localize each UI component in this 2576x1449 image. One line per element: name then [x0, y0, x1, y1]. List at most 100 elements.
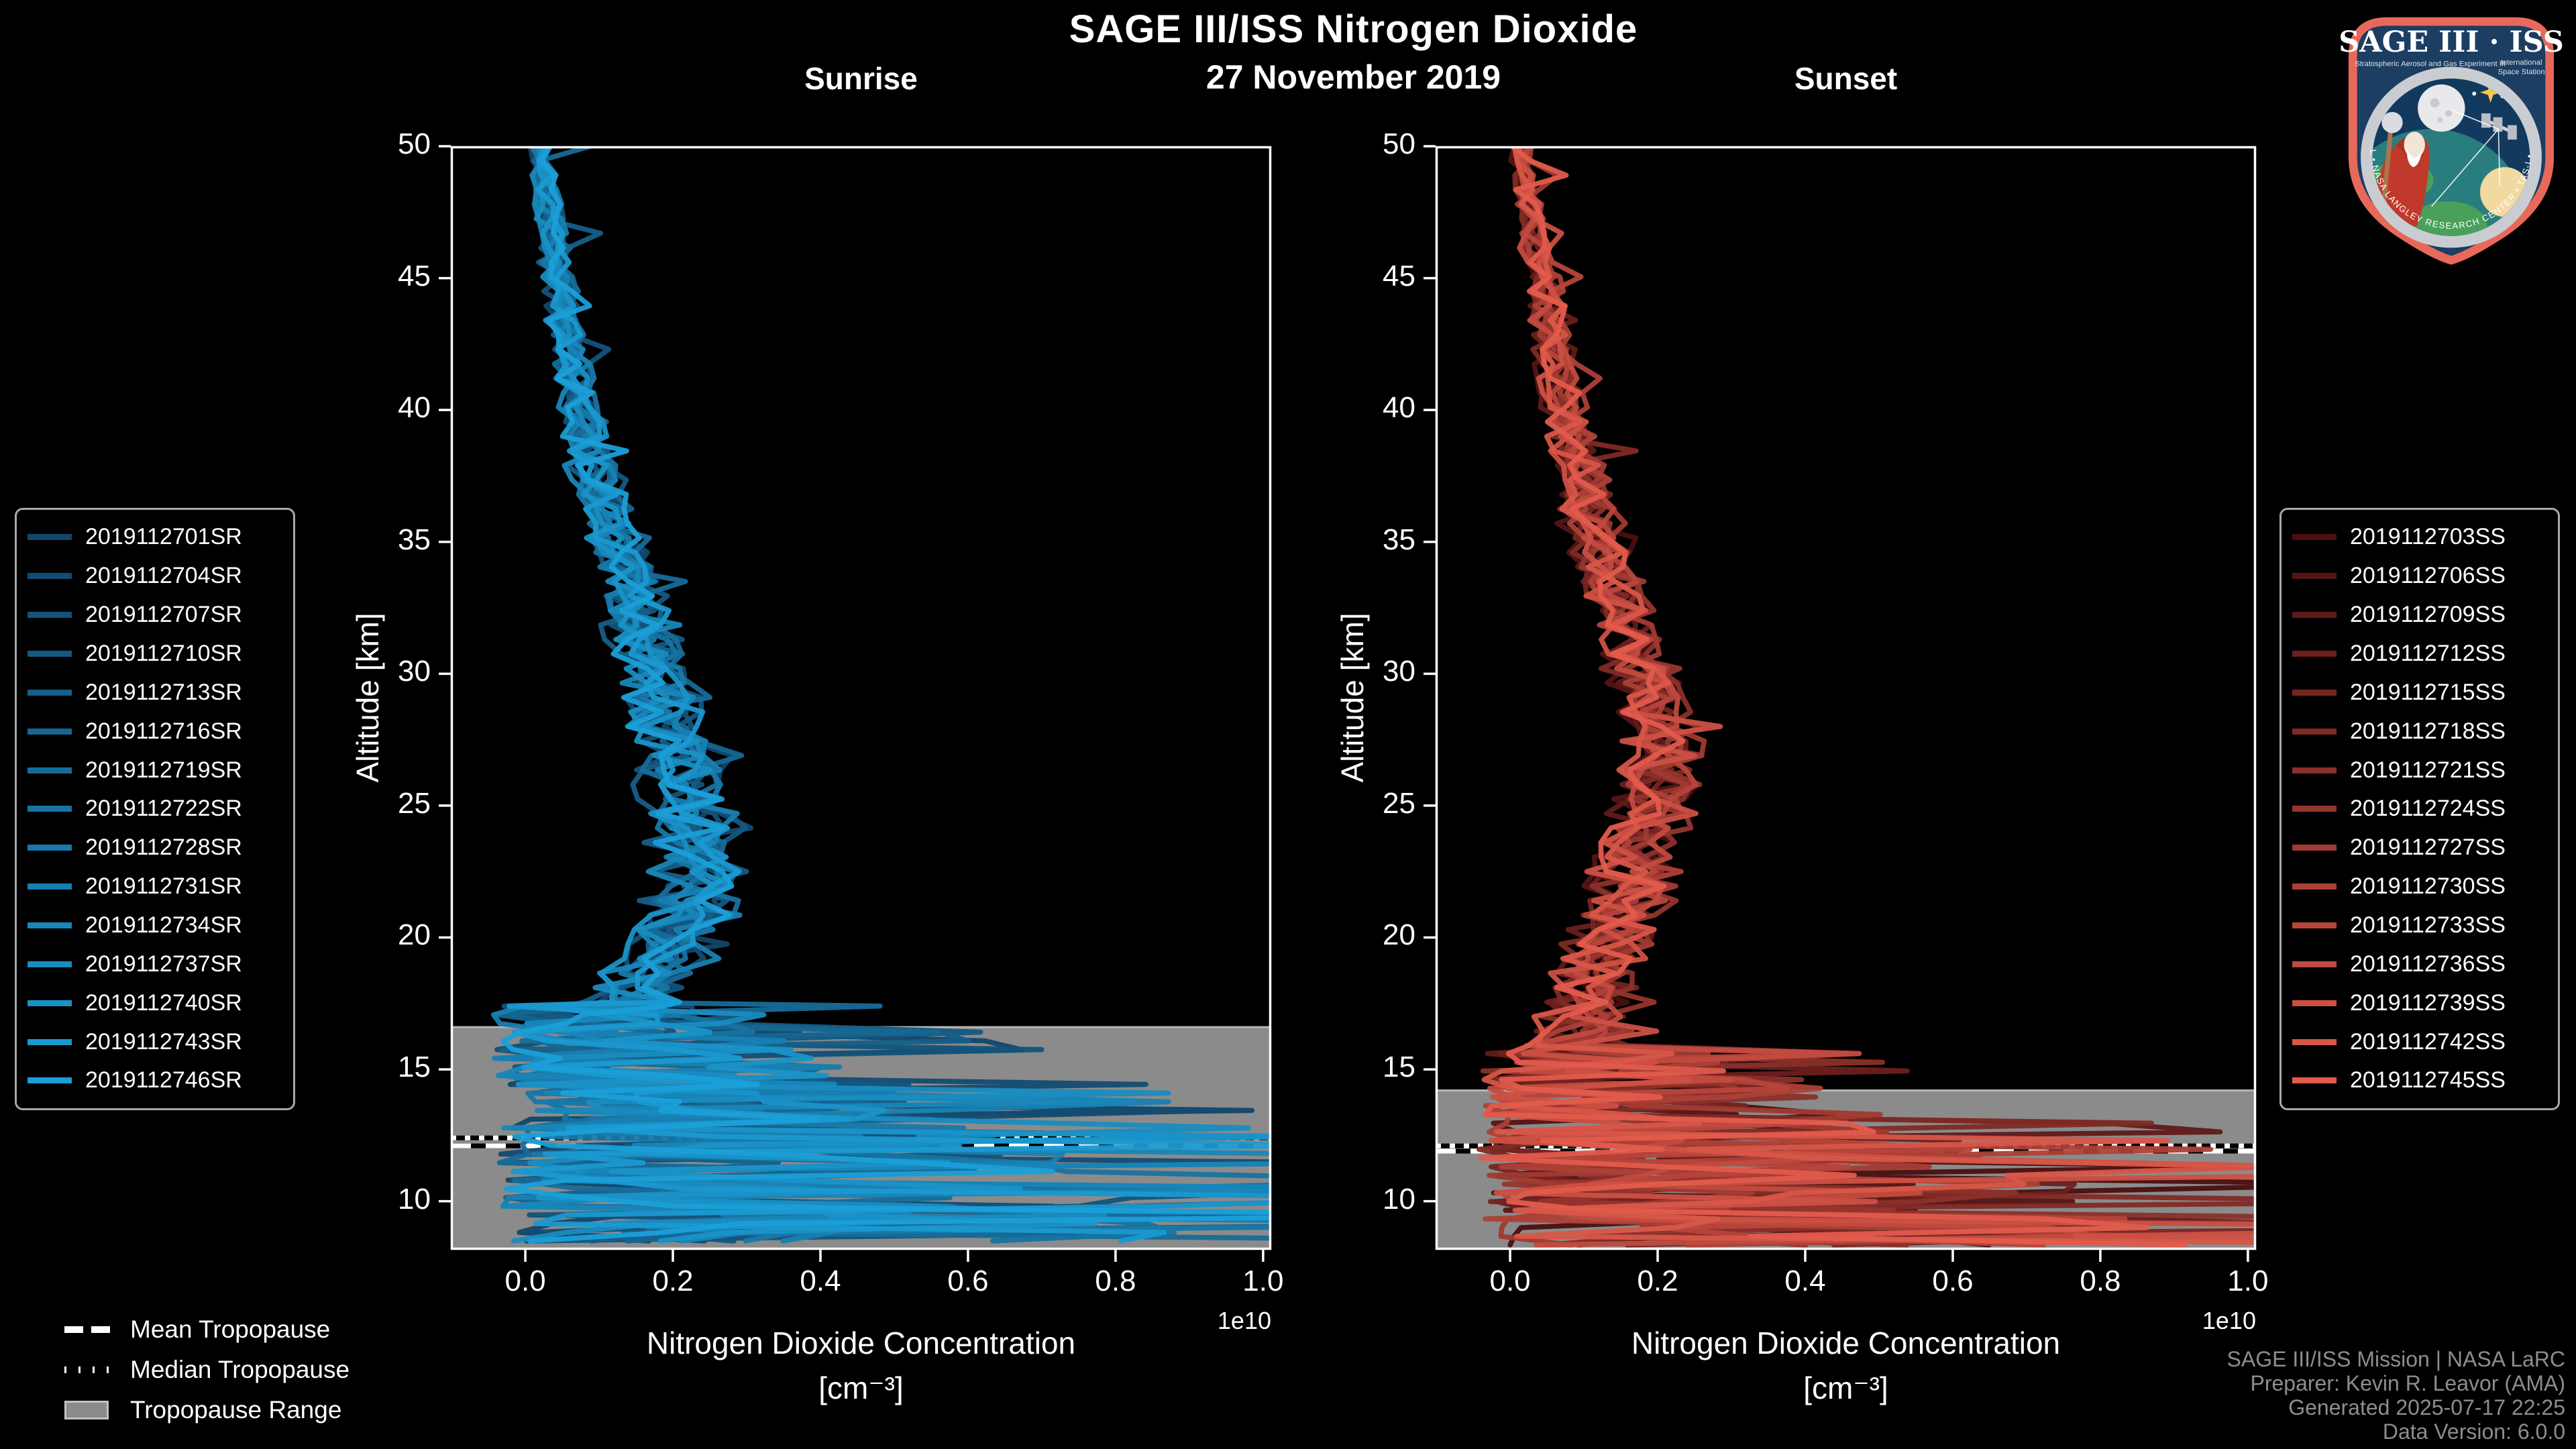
legend-event-id: 2019112712SS: [2350, 641, 2506, 666]
tropopause-range-swatch: [64, 1401, 113, 1419]
x-tick-label: 0.2: [1637, 1265, 1678, 1297]
legend-line-swatch: [28, 573, 72, 580]
tropopause-legend: Mean Tropopause Median Tropopause Tropop…: [64, 1315, 350, 1425]
legend-item: 2019112743SR: [28, 1029, 293, 1055]
x-tick-label: 1.0: [2227, 1265, 2269, 1297]
x-tick-label: 0.0: [504, 1265, 546, 1297]
logo-moon: [2418, 84, 2465, 132]
legend-event-id: 2019112704SR: [85, 563, 242, 589]
legend-line-swatch: [2292, 689, 2337, 696]
y-tick-label: 10: [1383, 1182, 1415, 1216]
legend-item: 2019112721SS: [2292, 757, 2558, 784]
tropopause-range-legend-item: Tropopause Range: [64, 1395, 350, 1425]
legend-item: 2019112745SS: [2292, 1067, 2558, 1093]
footer-mission-line: SAGE III/ISS Mission | NASA LaRC: [2226, 1347, 2565, 1371]
profile-line-2019112715SS: [1487, 146, 2154, 1248]
legend-item: 2019112730SS: [2292, 873, 2558, 900]
legend-line-swatch: [28, 612, 72, 619]
footer-generated-line: Generated 2025-07-17 22:25: [2288, 1395, 2565, 1419]
x-offset-label-sunset: 1e10: [2202, 1307, 2256, 1334]
y-tick-label: 40: [398, 391, 431, 425]
legend-event-id: 2019112740SR: [85, 989, 242, 1016]
sunrise-event-legend: 2019112701SR 2019112704SR 2019112707SR 2019…: [15, 508, 295, 1110]
legend-item: 2019112724SS: [2292, 796, 2558, 822]
logo-iss: [2481, 113, 2517, 140]
legend-item: 2019112701SR: [28, 524, 293, 550]
legend-event-id: 2019112742SS: [2350, 1028, 2506, 1055]
legend-event-id: 2019112722SR: [85, 796, 242, 822]
x-tick-label: 0.8: [1095, 1265, 1136, 1297]
legend-line-swatch: [28, 922, 72, 929]
y-tick-label: 10: [398, 1182, 431, 1216]
legend-event-id: 2019112707SR: [85, 602, 242, 628]
legend-event-id: 2019112728SR: [85, 835, 242, 861]
legend-event-id: 2019112746SR: [85, 1067, 242, 1093]
legend-line-swatch: [28, 1038, 72, 1045]
x-tick-label: 1.0: [1242, 1265, 1284, 1297]
legend-event-id: 2019112718SS: [2350, 718, 2506, 744]
y-tick-label: 50: [398, 127, 431, 160]
legend-line-swatch: [28, 728, 72, 735]
legend-line-swatch: [28, 883, 72, 890]
legend-line-swatch: [28, 534, 72, 541]
sage-iii-iss-logo: SAGE III · ISS Stratospheric Aerosol and…: [2333, 9, 2564, 265]
x-tick-label: 0.8: [2080, 1265, 2121, 1297]
y-tick-label: 15: [398, 1051, 431, 1084]
legend-item: 2019112703SS: [2292, 524, 2558, 550]
legend-item: 2019112715SS: [2292, 680, 2558, 706]
legend-line-swatch: [28, 1077, 72, 1084]
y-axis-label-sunrise: Altitude [km]: [350, 612, 385, 783]
legend-line-swatch: [28, 651, 72, 657]
legend-line-swatch: [28, 1000, 72, 1006]
legend-event-id: 2019112716SR: [85, 718, 242, 744]
legend-line-swatch: [28, 767, 72, 773]
legend-event-id: 2019112736SS: [2350, 951, 2506, 977]
sunset-event-legend: 2019112703SS 2019112706SS 2019112709SS 2019…: [2279, 508, 2560, 1110]
x-tick-label: 0.6: [1932, 1265, 1974, 1297]
legend-line-swatch: [2292, 573, 2337, 580]
legend-event-id: 2019112727SS: [2350, 835, 2506, 861]
legend-line-swatch: [2292, 845, 2337, 851]
legend-event-id: 2019112737SR: [85, 951, 242, 977]
legend-item: 2019112728SR: [28, 835, 293, 861]
legend-item: 2019112734SR: [28, 912, 293, 938]
mean-tropopause-label: Mean Tropopause: [130, 1316, 331, 1343]
profile-line-2019112745SS: [1479, 146, 2187, 1248]
legend-event-id: 2019112724SS: [2350, 796, 2506, 822]
legend-line-swatch: [28, 845, 72, 851]
panel-title-sunset: Sunset: [1794, 61, 1898, 96]
legend-item: 2019112718SS: [2292, 718, 2558, 745]
x-tick-label: 0.6: [947, 1265, 989, 1297]
legend-item: 2019112712SS: [2292, 641, 2558, 667]
legend-event-id: 2019112719SR: [85, 757, 242, 783]
legend-line-swatch: [2292, 806, 2337, 812]
legend-line-swatch: [2292, 1077, 2337, 1084]
page-subtitle-date: 27 November 2019: [1205, 58, 1501, 96]
legend-line-swatch: [2292, 651, 2337, 657]
y-tick-label: 15: [1383, 1051, 1415, 1084]
y-tick-label: 25: [398, 786, 431, 820]
y-tick-label: 30: [1383, 655, 1415, 688]
legend-event-id: 2019112731SR: [85, 873, 242, 900]
logo-title: SAGE III · ISS: [2339, 25, 2564, 59]
median-tropopause-legend-item: Median Tropopause: [64, 1355, 350, 1385]
legend-line-swatch: [2292, 1000, 2337, 1006]
y-tick-label: 20: [1383, 918, 1415, 952]
logo-subtitle-sage: Stratospheric Aerosol and Gas Experiment…: [2355, 60, 2506, 68]
x-tick-label: 0.0: [1489, 1265, 1531, 1297]
legend-event-id: 2019112715SS: [2350, 679, 2506, 705]
legend-item: 2019112746SR: [28, 1067, 293, 1093]
legend-item: 2019112706SS: [2292, 563, 2558, 589]
sunrise-plot-frame: [450, 146, 1272, 1250]
tropopause-range-label: Tropopause Range: [130, 1396, 342, 1424]
y-tick-label: 45: [398, 259, 431, 292]
sunset-plot-frame: [1435, 146, 2257, 1250]
legend-event-id: 2019112710SR: [85, 641, 242, 666]
legend-line-swatch: [2292, 612, 2337, 619]
legend-event-id: 2019112730SS: [2350, 873, 2506, 900]
panel-title-sunrise: Sunrise: [804, 61, 918, 96]
x-tick-label: 0.4: [800, 1265, 841, 1297]
y-axis-label-sunset: Altitude [km]: [1335, 612, 1370, 783]
legend-event-id: 2019112721SS: [2350, 757, 2506, 783]
